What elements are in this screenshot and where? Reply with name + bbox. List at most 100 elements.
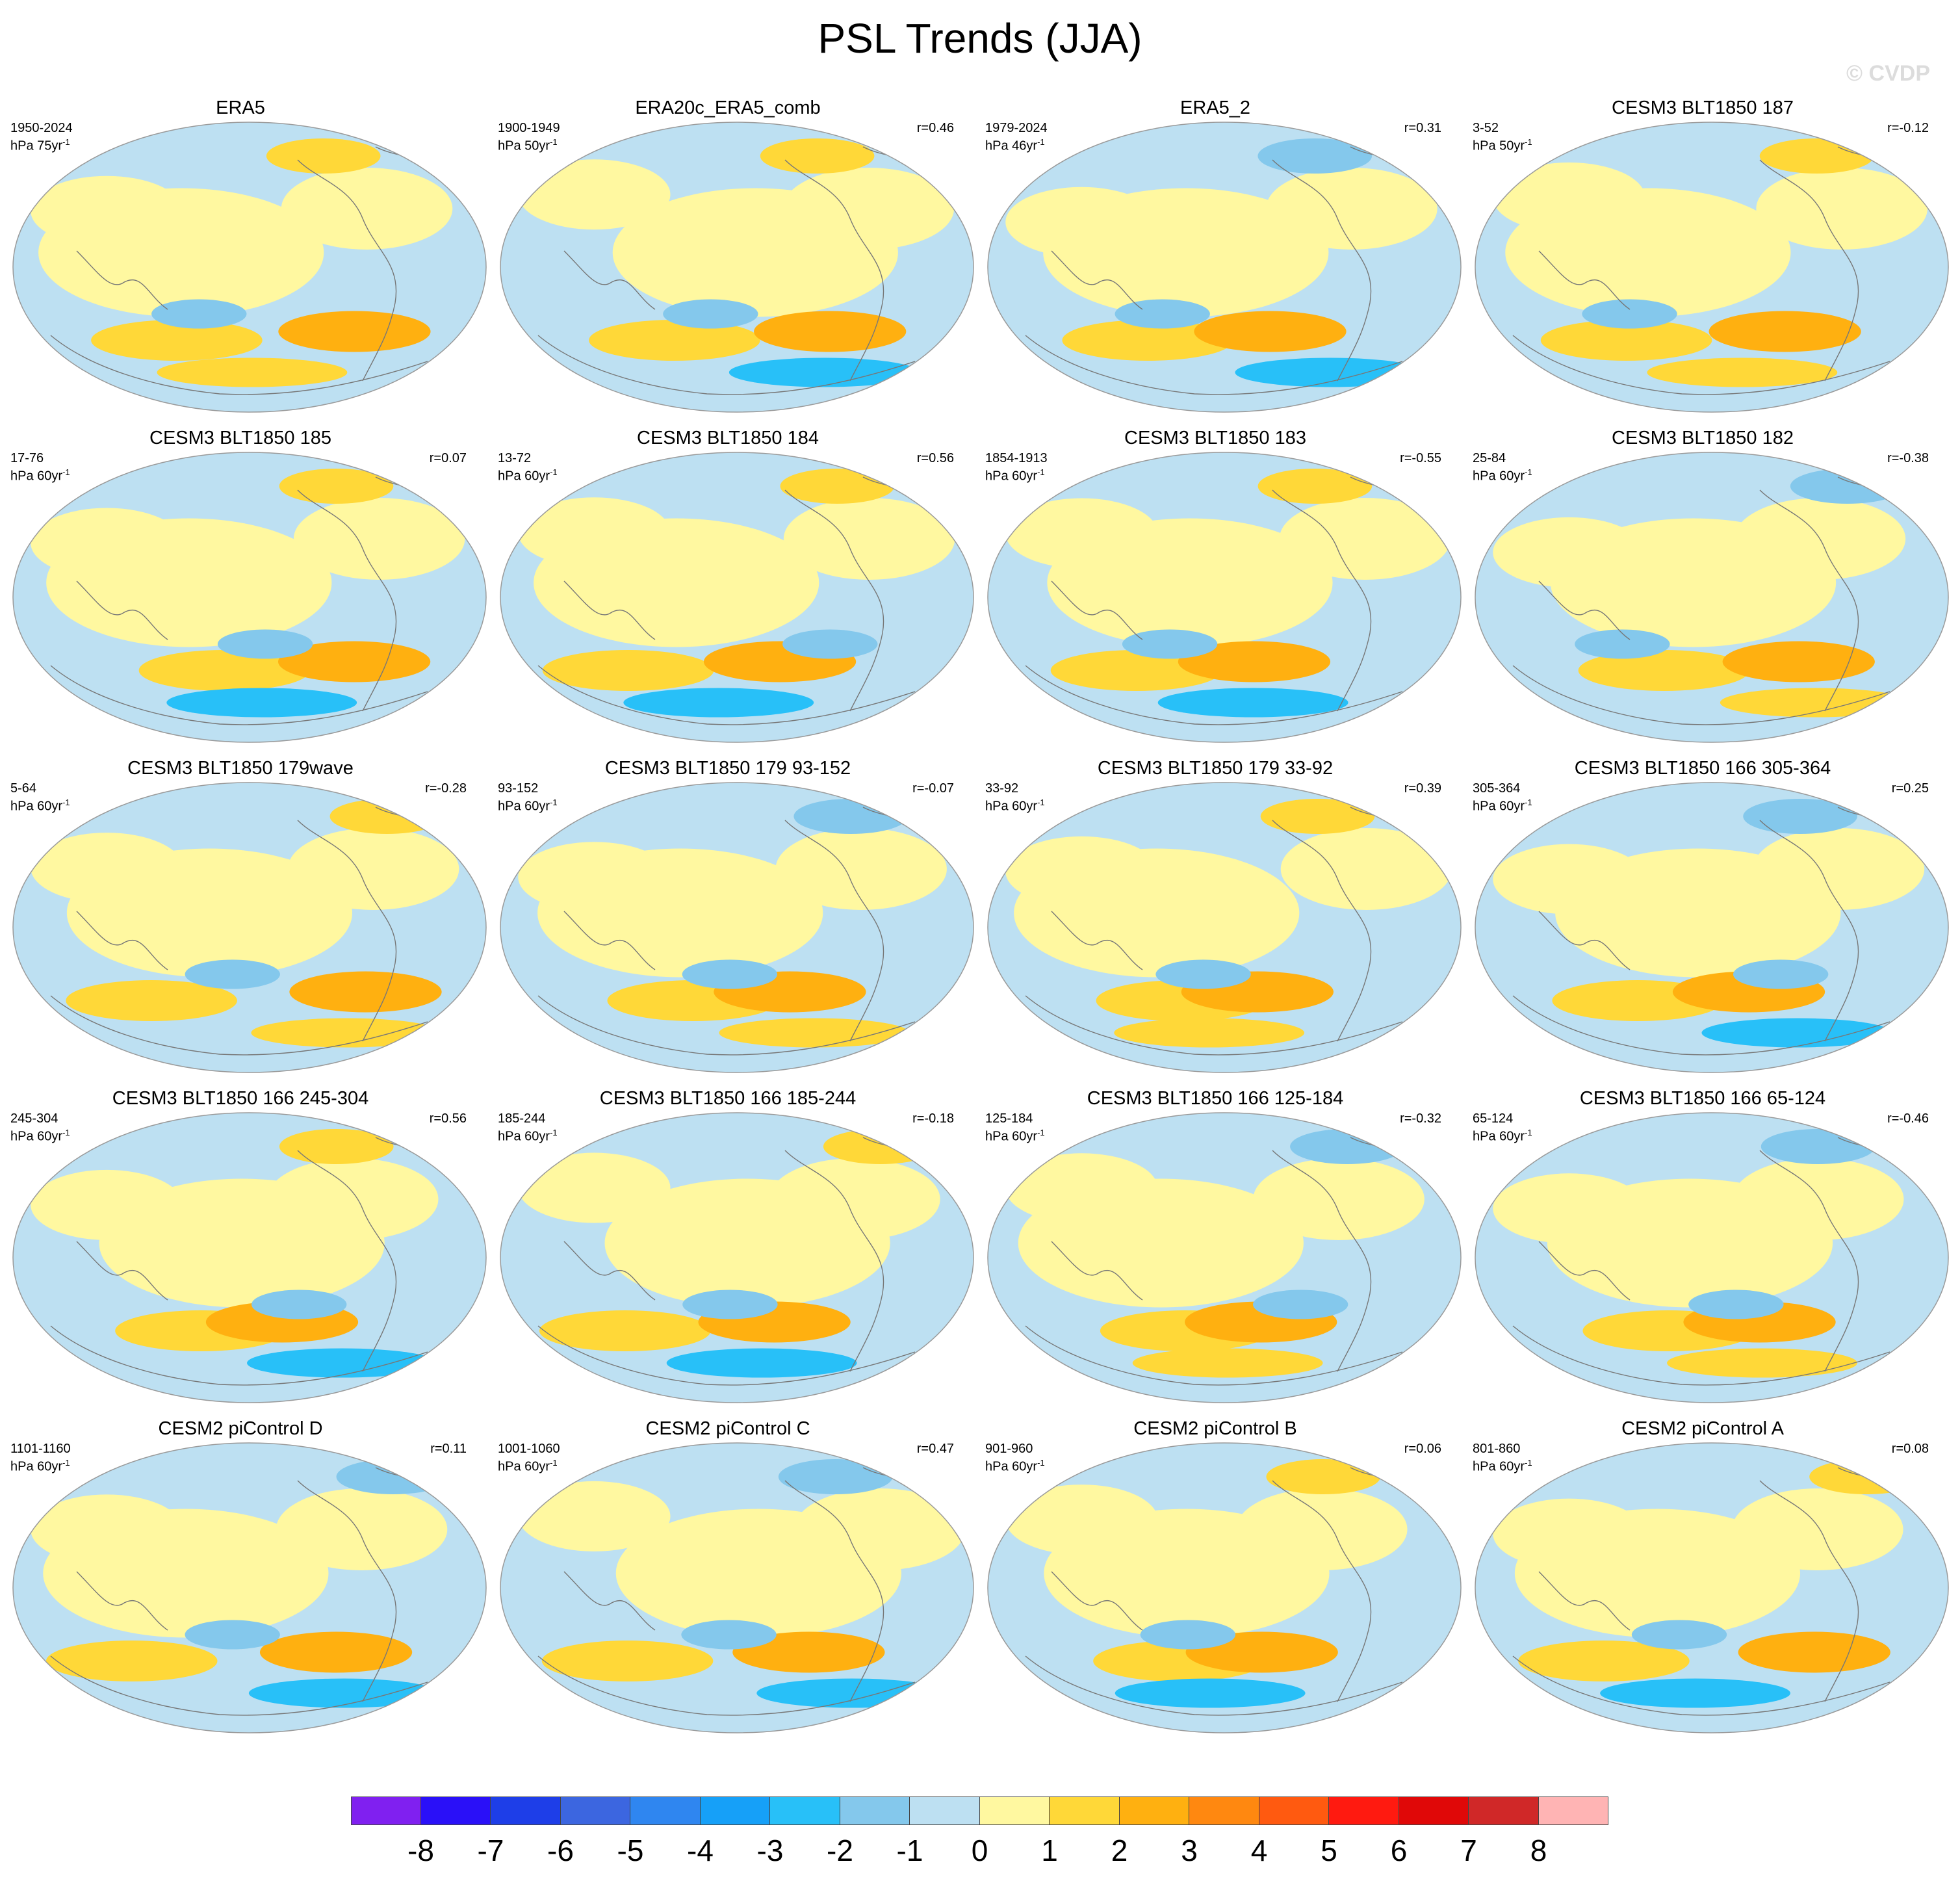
units-label: hPa 60yr-1 (1473, 465, 1532, 484)
trend-region (289, 971, 442, 1013)
map-panel: ERA20c_ERA5_comb 1900-1949 hPa 50yr-1 r=0.4… (487, 96, 974, 421)
correlation-label: r=-0.12 (1887, 121, 1929, 135)
colorbar-label: 3 (1181, 1834, 1198, 1867)
units-text: hPa 60yr (1473, 1129, 1525, 1144)
map-panel: CESM3 BLT1850 185 17-76 hPa 60yr-1 r=0.07 (0, 426, 487, 751)
trend-region (682, 1290, 778, 1319)
period-label: 33-92 (985, 781, 1019, 796)
colorbar-cell (420, 1797, 491, 1825)
correlation-label: r=0.06 (1404, 1442, 1441, 1456)
trend-region (281, 168, 453, 250)
map-outline (1475, 782, 1949, 1073)
panel-title: CESM3 BLT1850 182 (1612, 428, 1794, 448)
trend-region (251, 1290, 347, 1319)
trend-region (1005, 836, 1158, 907)
units-text: hPa 75yr (10, 138, 63, 153)
trend-region (681, 1620, 777, 1650)
trend-region (589, 320, 760, 361)
colorbar-label: -6 (547, 1834, 574, 1867)
coastline (1759, 159, 1859, 382)
correlation-label: r=0.11 (430, 1442, 467, 1456)
trend-region (1235, 1488, 1408, 1570)
units-label: hPa 60yr-1 (985, 1126, 1045, 1144)
units-exponent: -1 (1525, 467, 1532, 477)
map-outline (12, 782, 487, 1073)
trend-region (732, 1631, 885, 1673)
units-exponent: -1 (1037, 1458, 1045, 1468)
map-panel: CESM3 BLT1850 166 245-304 245-304 hPa 60yr… (0, 1087, 487, 1412)
trend-region (1005, 1485, 1158, 1555)
trend-region (756, 1678, 948, 1708)
units-label: hPa 50yr-1 (1473, 135, 1532, 153)
coastline (1272, 1480, 1372, 1702)
trend-region (1235, 357, 1426, 387)
map-panel: CESM3 BLT1850 179 33-92 33-92 hPa 60yr-1 r=… (975, 757, 1462, 1082)
map-ellipse (12, 122, 487, 413)
units-exponent: -1 (1037, 1128, 1045, 1137)
trend-region (217, 629, 313, 659)
trend-region (1005, 498, 1158, 569)
map-panel: ERA5_2 1979-2024 hPa 46yr-1 r=0.31 (975, 96, 1462, 421)
coastline (1512, 1325, 1890, 1386)
trend-region (1266, 168, 1438, 250)
coastline (537, 665, 916, 725)
units-text: hPa 60yr (985, 469, 1038, 484)
page-title: PSL Trends (JJA) (818, 15, 1142, 62)
trend-region (1260, 799, 1375, 834)
coastline (1025, 1325, 1403, 1386)
trend-region (185, 959, 280, 989)
units-label: hPa 60yr-1 (10, 1126, 70, 1144)
panel-title: CESM3 BLT1850 183 (1124, 428, 1306, 448)
colorbar-label: 7 (1460, 1834, 1477, 1867)
trend-region (1809, 1459, 1924, 1494)
units-exponent: -1 (550, 137, 558, 147)
trend-region (1732, 1488, 1903, 1570)
panel-title: CESM3 BLT1850 179wave (127, 758, 354, 779)
coastline (1538, 911, 1631, 970)
coastline (297, 820, 397, 1042)
coastline (1759, 820, 1859, 1042)
trend-region (719, 1018, 910, 1048)
units-exponent: -1 (1037, 467, 1045, 477)
panel-title: CESM3 BLT1850 166 185-244 (599, 1088, 857, 1109)
colorbar-label: 1 (1041, 1834, 1058, 1867)
trend-region (1493, 1173, 1645, 1244)
colorbar-label: 6 (1390, 1834, 1408, 1867)
trend-region (259, 1631, 413, 1673)
trend-region (1178, 641, 1331, 682)
coastline (297, 159, 397, 382)
period-label: 1854-1913 (985, 451, 1048, 465)
period-label: 305-364 (1473, 781, 1521, 796)
trend-region (666, 1348, 857, 1378)
colorbar-label: -1 (896, 1834, 923, 1867)
trend-region (1701, 1018, 1892, 1048)
trend-region (279, 1129, 394, 1164)
correlation-label: r=-0.28 (425, 781, 467, 796)
correlation-label: r=0.07 (429, 451, 467, 465)
units-label: hPa 60yr-1 (498, 465, 558, 484)
units-label: hPa 60yr-1 (10, 796, 70, 814)
coastline (1051, 580, 1143, 640)
panel-title: CESM3 BLT1850 166 65-124 (1579, 1088, 1826, 1109)
coastline (76, 580, 168, 640)
coastline (1759, 1150, 1859, 1372)
panel-title: CESM3 BLT1850 184 (637, 428, 819, 448)
trend-region (1062, 320, 1233, 361)
trend-region (1582, 299, 1677, 329)
trend-region (1493, 517, 1645, 588)
colorbar-label: -4 (687, 1834, 714, 1867)
units-text: hPa 60yr (1473, 469, 1525, 484)
panel-title: CESM3 BLT1850 187 (1612, 97, 1794, 118)
period-label: 3-52 (1473, 121, 1499, 135)
map-outline (1475, 122, 1949, 413)
map-ellipse (500, 122, 974, 413)
trend-region (1155, 959, 1251, 989)
map-ellipse (500, 452, 974, 743)
units-text: hPa 60yr (1473, 1459, 1525, 1474)
trend-region (31, 833, 183, 903)
colorbar-cell (979, 1797, 1050, 1825)
period-label: 901-960 (985, 1442, 1033, 1456)
map-panel: CESM3 BLT1850 166 65-124 65-124 hPa 60yr-1… (1462, 1087, 1949, 1412)
trend-region (1114, 1018, 1305, 1048)
units-text: hPa 60yr (10, 799, 63, 814)
